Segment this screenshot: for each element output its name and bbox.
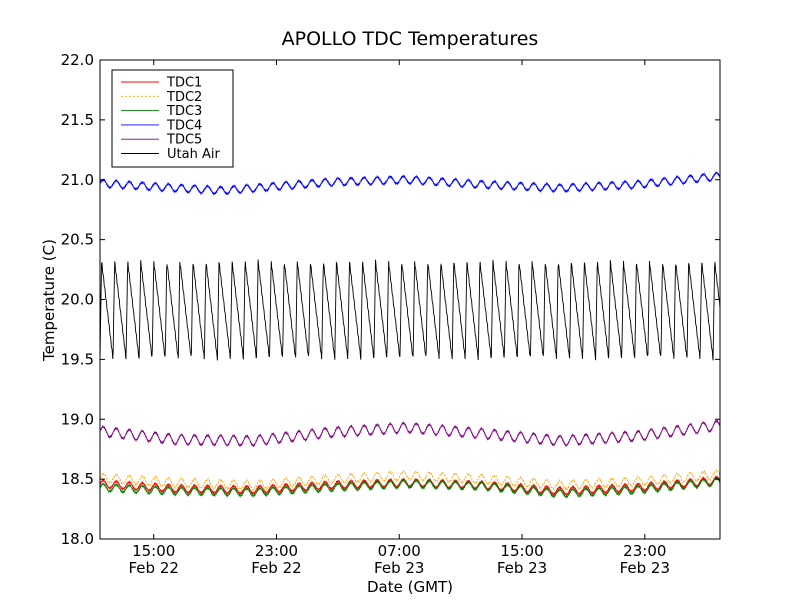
series-layer [100,170,720,499]
y-tick-label: 19.5 [61,350,94,368]
legend-label: Utah Air [167,147,220,162]
y-tick-label: 19.0 [61,410,94,428]
chart-title: APOLLO TDC Temperatures [282,28,539,50]
x-tick-date-label: Feb 22 [129,559,179,577]
x-tick-time-label: 23:00 [623,542,666,560]
y-tick-label: 21.0 [61,171,94,189]
y-tick-label: 20.5 [61,231,94,249]
x-tick-time-label: 23:00 [255,542,298,560]
y-tick-label: 18.0 [61,530,94,548]
tick-layer: 18.0 18.5 19.0 19.5 20.0 20.5 21.0 21.5 22.0 15:0… [61,51,720,577]
legend-frame [111,69,234,168]
x-tick-time-label: 15:00 [500,542,543,560]
plot-area: 18.0 18.5 19.0 19.5 20.0 20.5 21.0 21.5 22.0 15:0… [61,51,721,577]
x-tick-time-label: 07:00 [378,542,421,560]
x-tick-date-label: Feb 23 [620,559,670,577]
legend-label: TDC3 [166,104,202,119]
x-tick-time-label: 15:00 [132,542,175,560]
y-axis-label: Temperature (C) [40,239,58,362]
y-tick-label: 18.5 [61,470,94,488]
legend-label: TDC5 [166,133,202,148]
y-tick-label: 20.0 [61,291,94,309]
series-line-utah-air [100,259,720,362]
legend-label: TDC1 [166,76,202,91]
x-tick-date-label: Feb 22 [251,559,301,577]
series-line-tdc4 [100,170,720,196]
x-tick-date-label: Feb 23 [374,559,424,577]
x-axis-label: Date (GMT) [367,578,453,596]
y-tick-label: 22.0 [61,51,94,69]
series-line-tdc2 [100,468,720,492]
legend-label: TDC4 [166,118,202,133]
legend-label: TDC2 [166,90,202,105]
y-tick-label: 21.5 [61,111,94,129]
x-tick-date-label: Feb 23 [497,559,547,577]
series-line-tdc3 [100,476,720,499]
series-line-tdc5 [100,419,720,448]
